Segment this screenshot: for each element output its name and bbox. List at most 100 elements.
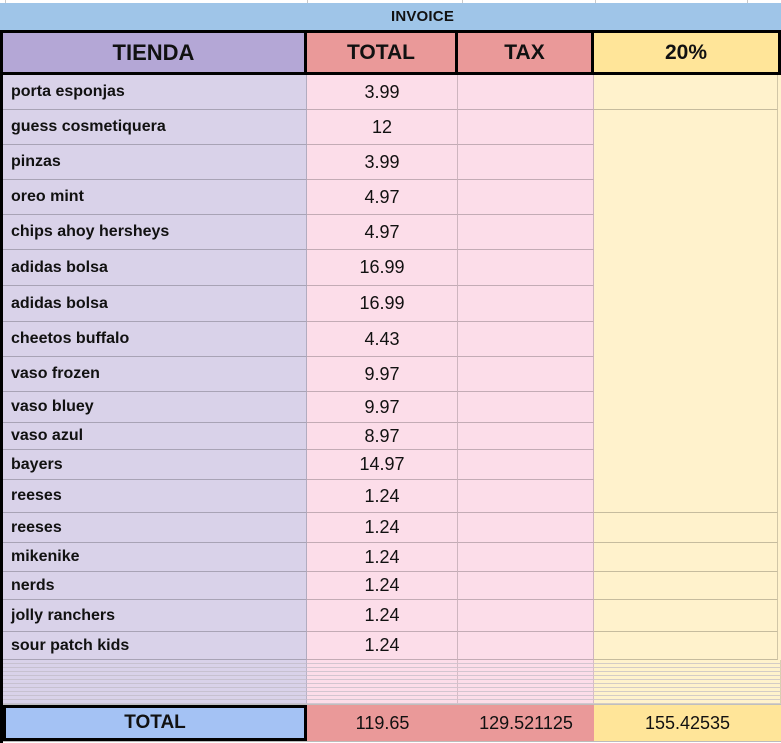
item-total-cell[interactable]: 4.43 [307,322,458,357]
spacer-cell[interactable] [3,680,307,684]
spacer-cell[interactable] [458,664,594,668]
item-name-cell[interactable]: bayers [3,450,307,480]
item-name-cell[interactable]: adidas bolsa [3,250,307,286]
spacer-cell[interactable] [458,692,594,696]
spacer-cell[interactable] [307,664,458,668]
item-tax-cell[interactable] [458,322,594,357]
spacer-cell[interactable] [3,684,307,688]
spacer-cell[interactable] [594,700,781,704]
spacer-cell[interactable] [458,688,594,692]
item-total-cell[interactable]: 1.24 [307,572,458,600]
spacer-cell[interactable] [458,676,594,680]
spacer-cell[interactable] [458,672,594,676]
item-total-cell[interactable]: 1.24 [307,543,458,572]
spacer-cell[interactable] [3,692,307,696]
item-name-cell[interactable]: sour patch kids [3,632,307,660]
item-tax-cell[interactable] [458,450,594,480]
spacer-cell[interactable] [458,660,594,664]
item-tax-cell[interactable] [458,572,594,600]
spacer-cell[interactable] [458,696,594,700]
spacer-cell[interactable] [307,700,458,704]
pct-merged-cell[interactable] [594,110,778,513]
item-name-cell[interactable]: vaso bluey [3,392,307,423]
item-total-cell[interactable]: 9.97 [307,357,458,392]
pct-cell[interactable] [594,75,778,110]
pct-cell[interactable] [594,600,778,632]
invoice-banner-cell[interactable]: INVOICE [0,3,781,30]
header-cell-tax[interactable]: TAX [458,33,591,72]
item-tax-cell[interactable] [458,75,594,110]
item-tax-cell[interactable] [458,286,594,322]
item-name-cell[interactable]: reeses [3,513,307,543]
item-name-cell[interactable]: adidas bolsa [3,286,307,322]
item-total-cell[interactable]: 1.24 [307,632,458,660]
item-tax-cell[interactable] [458,600,594,632]
item-total-cell[interactable]: 14.97 [307,450,458,480]
spacer-cell[interactable] [458,680,594,684]
spacer-cell[interactable] [3,688,307,692]
spacer-cell[interactable] [307,688,458,692]
item-total-cell[interactable]: 4.97 [307,180,458,215]
item-name-cell[interactable]: porta esponjas [3,75,307,110]
item-name-cell[interactable]: vaso frozen [3,357,307,392]
spacer-cell[interactable] [458,684,594,688]
item-total-cell[interactable]: 9.97 [307,392,458,423]
item-name-cell[interactable]: reeses [3,480,307,513]
header-cell-total[interactable]: TOTAL [307,33,455,72]
item-total-cell[interactable]: 4.97 [307,215,458,250]
item-tax-cell[interactable] [458,423,594,450]
item-tax-cell[interactable] [458,215,594,250]
item-total-cell[interactable]: 16.99 [307,250,458,286]
item-name-cell[interactable]: cheetos buffalo [3,322,307,357]
spacer-cell[interactable] [3,696,307,700]
item-tax-cell[interactable] [458,632,594,660]
spacer-cell[interactable] [3,664,307,668]
item-tax-cell[interactable] [458,180,594,215]
item-total-cell[interactable]: 16.99 [307,286,458,322]
item-tax-cell[interactable] [458,513,594,543]
spacer-cell[interactable] [307,660,458,664]
item-name-cell[interactable]: oreo mint [3,180,307,215]
spacer-cell[interactable] [3,700,307,704]
item-tax-cell[interactable] [458,110,594,145]
item-name-cell[interactable]: jolly ranchers [3,600,307,632]
item-name-cell[interactable]: guess cosmetiquera [3,110,307,145]
spacer-cell[interactable] [307,696,458,700]
header-cell-tienda[interactable]: TIENDA [3,33,304,72]
header-cell-20pct[interactable]: 20% [594,33,778,72]
spacer-cell[interactable] [458,700,594,704]
spacer-cell[interactable] [3,660,307,664]
item-name-cell[interactable]: pinzas [3,145,307,180]
item-total-cell[interactable]: 12 [307,110,458,145]
item-total-cell[interactable]: 1.24 [307,600,458,632]
pct-cell[interactable] [594,572,778,600]
item-name-cell[interactable]: vaso azul [3,423,307,450]
spacer-cell[interactable] [3,668,307,672]
pct-cell[interactable] [594,632,778,660]
spacer-cell[interactable] [307,676,458,680]
item-total-cell[interactable]: 1.24 [307,513,458,543]
spacer-cell[interactable] [458,668,594,672]
item-name-cell[interactable]: nerds [3,572,307,600]
item-tax-cell[interactable] [458,480,594,513]
footer-tax-value-cell[interactable]: 129.521125 [458,705,594,741]
pct-cell[interactable] [594,513,778,543]
footer-total-value-cell[interactable]: 119.65 [307,705,458,741]
item-tax-cell[interactable] [458,543,594,572]
footer-20pct-value-cell[interactable]: 155.42535 [594,705,781,741]
item-name-cell[interactable]: mikenike [3,543,307,572]
footer-total-label-cell[interactable]: TOTAL [3,705,307,741]
item-tax-cell[interactable] [458,357,594,392]
spacer-cell[interactable] [307,692,458,696]
item-total-cell[interactable]: 1.24 [307,480,458,513]
item-tax-cell[interactable] [458,145,594,180]
item-name-cell[interactable]: chips ahoy hersheys [3,215,307,250]
item-total-cell[interactable]: 3.99 [307,75,458,110]
item-tax-cell[interactable] [458,250,594,286]
spacer-cell[interactable] [307,672,458,676]
spacer-cell[interactable] [307,668,458,672]
item-total-cell[interactable]: 3.99 [307,145,458,180]
spacer-cell[interactable] [307,684,458,688]
item-total-cell[interactable]: 8.97 [307,423,458,450]
pct-cell[interactable] [594,543,778,572]
